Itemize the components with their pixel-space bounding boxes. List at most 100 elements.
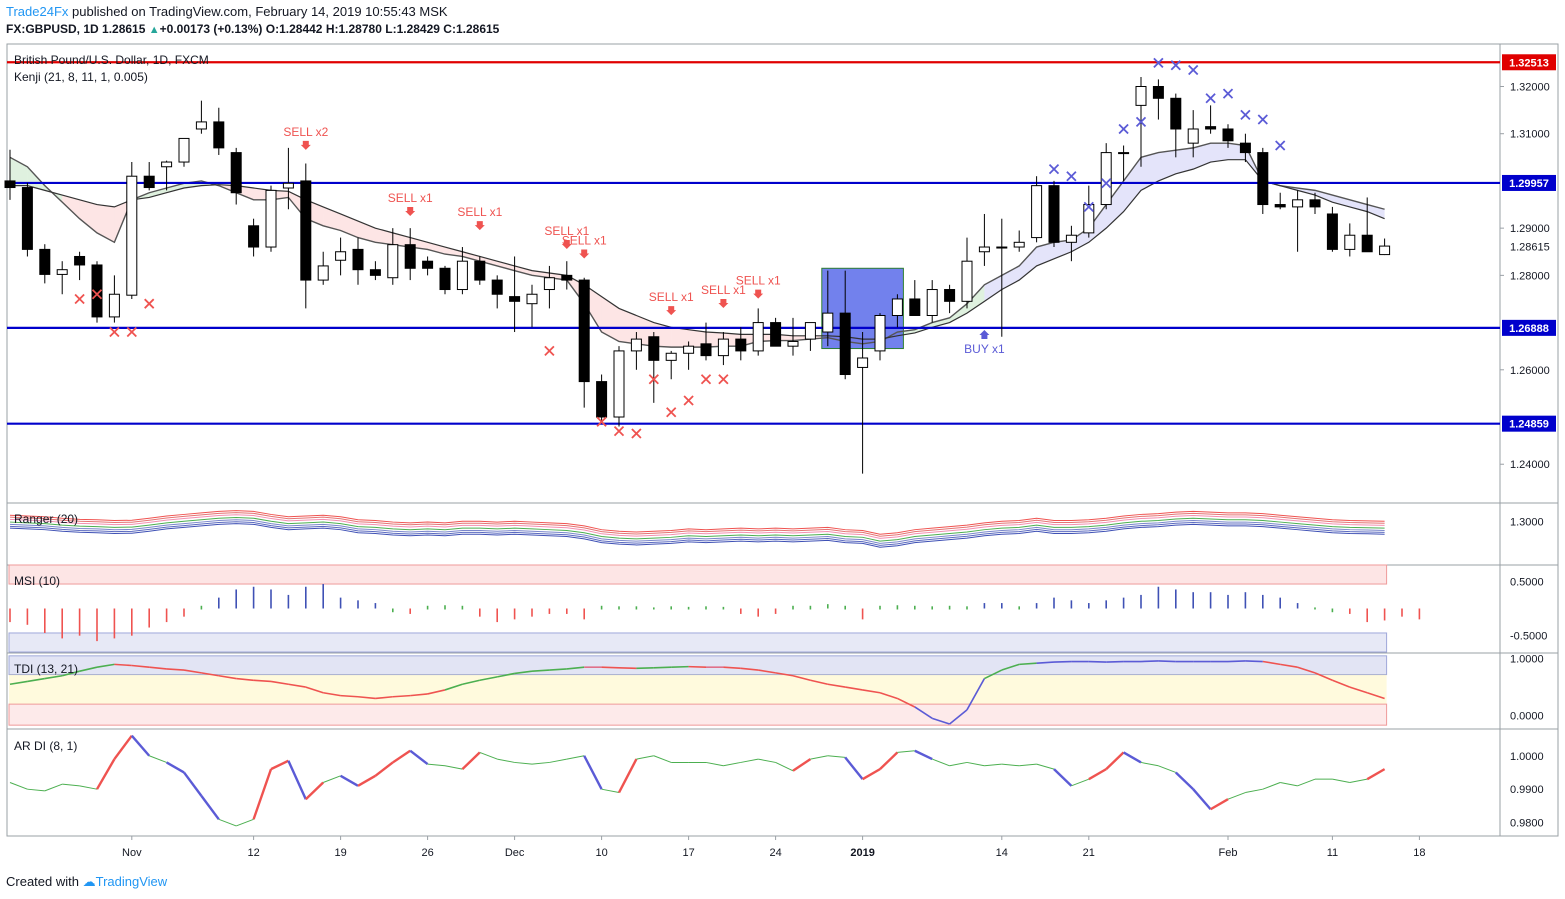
ardi-tick-label: 0.9900 [1510,784,1544,796]
candle-body [1065,234,1077,243]
tdi-line-segment [601,666,620,669]
candle-body [352,248,364,271]
ardi-line-segment [1105,751,1125,770]
candle-body [178,137,190,163]
candle-body [1257,152,1269,206]
cross-mark [1101,178,1112,189]
cross-mark-stroke [1188,64,1199,76]
sell-signal-label: SELL x1 [544,224,589,238]
ardi-line-segment [775,761,794,772]
kenji-cloud-segment [688,329,706,348]
tdi-line-segment [305,686,324,694]
time-tick-label: 17 [682,847,694,859]
tdi-line-segment [914,706,933,720]
candle-body [596,381,608,418]
ardi-line-segment [949,761,968,767]
cross-mark [1066,171,1077,182]
ardi-line-segment [392,749,411,764]
buy-arrow-icon [979,330,990,340]
time-tick-label: 2019 [850,847,874,859]
tdi-line-segment [253,679,272,683]
ardi-line-segment [1297,778,1316,787]
time-tick-label: 18 [1413,847,1425,859]
tdi-line-segment [183,669,202,674]
ardi-line-segment [1262,782,1281,790]
kenji-cloud-segment [1001,265,1020,290]
ardi-line-segment [653,755,672,763]
brand-link[interactable]: Trade24Fx [6,4,69,19]
sell-signal-label: SELL x1 [562,233,607,247]
sell-signal-label: SELL x1 [701,283,746,297]
cross-mark-stroke [631,428,642,439]
time-tick-label: 11 [1327,847,1338,859]
tdi-line-segment [444,683,463,691]
cross-mark [683,395,694,406]
candle-body [561,274,573,281]
tdi-line-segment [810,679,828,686]
ardi-line-segment [1174,771,1195,791]
tradingview-link[interactable]: TradingView [95,874,168,889]
cross-mark [666,407,677,418]
candle-body [143,175,155,189]
sell-arrow-icon [579,249,590,259]
candle-body [230,152,242,194]
tdi-line-segment [1366,692,1385,700]
sell-arrow-icon [718,299,729,309]
kenji-cloud-segment [462,251,480,262]
tdi-line-segment [723,666,741,670]
tdi-line-segment [114,663,132,667]
candle-body [213,121,225,149]
kenji-cloud-segment [27,166,45,191]
cross-mark [1205,93,1216,104]
ardi-line-segment [183,771,203,797]
ardi-line-segment [531,761,550,765]
open-label: O: [265,22,280,36]
ardi-line-segment [427,763,446,767]
candle-body [161,161,173,168]
ardi-line-segment [1123,751,1142,764]
ardi-line-segment [879,751,899,770]
ardi-line-segment [304,781,325,801]
ardi-line-segment [130,734,151,757]
level-price-label: 1.32513 [1509,57,1549,69]
tdi-line-segment [1349,686,1368,694]
tdi-line-segment [1297,666,1316,674]
candle-body [422,260,434,269]
candle-body [1222,128,1234,142]
time-tick-label: 19 [334,847,346,859]
kenji-cloud-segment [1193,143,1211,170]
candle-body [126,175,138,296]
candle-body [1013,241,1025,248]
candle-body [526,293,538,305]
tdi-line-segment [653,666,672,669]
candle-body [1170,97,1182,130]
cross-mark [1222,88,1234,99]
last-price-label: 1.28615 [1510,241,1550,253]
tdi-line-segment [514,670,533,675]
ardi-tick-label: 0.9800 [1510,818,1544,830]
tdi-line-segment [1245,660,1263,663]
cross-mark [1083,201,1094,213]
candle-body [804,322,816,340]
candle-body [1135,85,1147,106]
time-tick-label: Dec [505,847,525,859]
cross-mark [648,374,659,385]
ardi-line-segment [1366,768,1386,781]
kenji-cloud-segment [984,275,1002,302]
tdi-line-segment [1158,660,1176,663]
buy-signal-label: BUY x1 [964,342,1005,356]
ranger-band-line [9,514,1385,539]
price-change: +0.00173 (+0.13%) [159,22,263,36]
cross-mark [1240,109,1251,120]
candle-body [387,244,399,279]
cross-mark-stroke [1170,60,1181,71]
ardi-line-segment [758,758,776,763]
cross-mark-stroke [666,407,677,418]
ranger-band-line [9,512,1385,537]
created-with-label: Created with [6,874,79,889]
candle-body [700,343,712,357]
tdi-line-segment [879,692,898,700]
candle-body [857,357,869,368]
cross-mark-stroke [126,326,137,338]
